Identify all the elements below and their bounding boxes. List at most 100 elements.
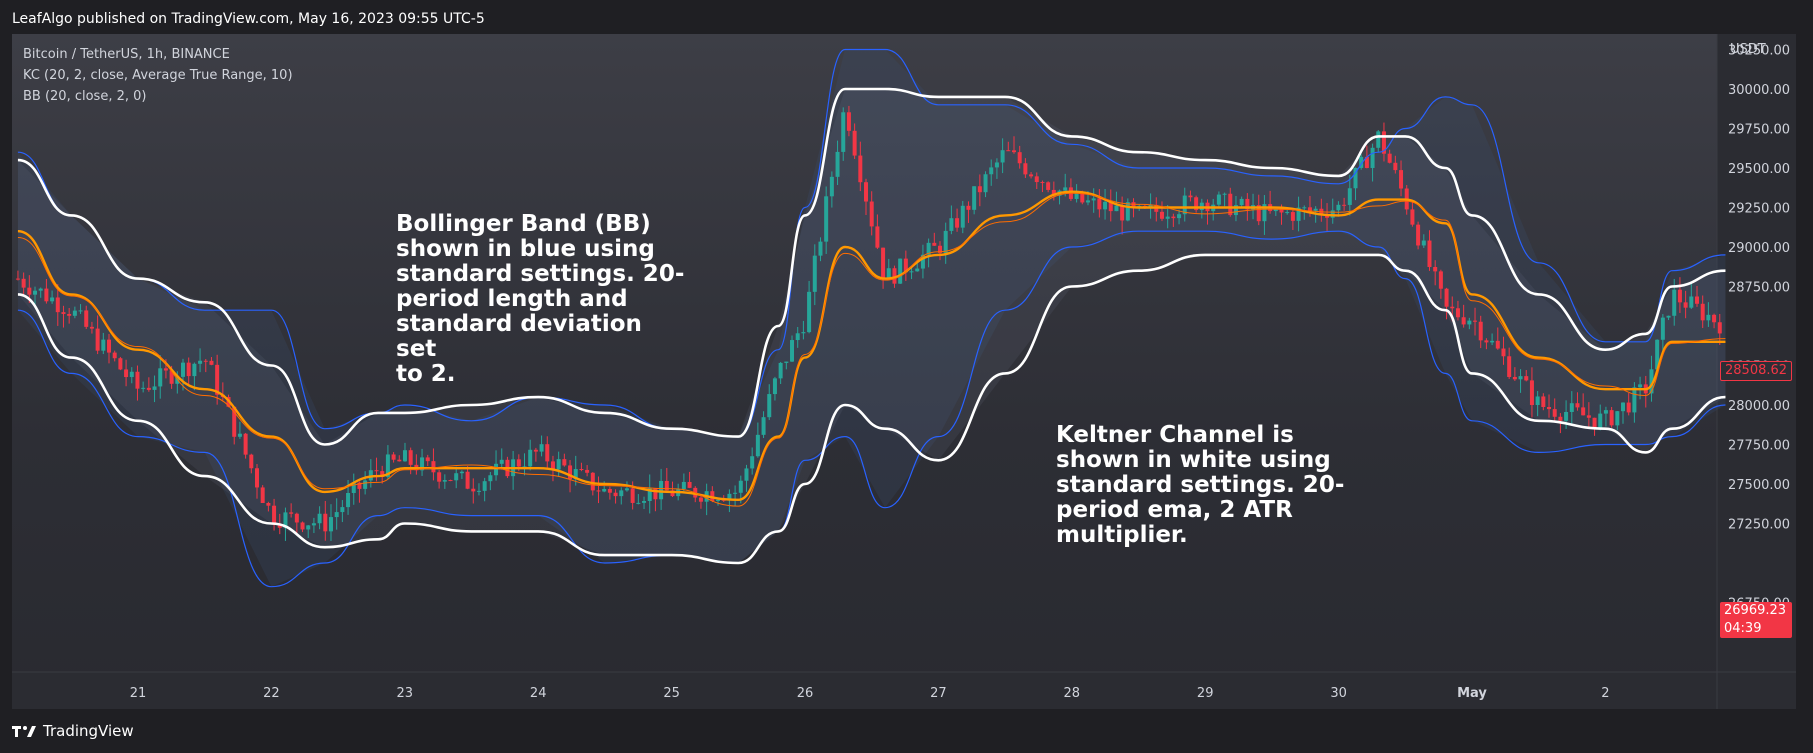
legend-kc-indicator[interactable]: KC (20, 2, close, Average True Range, 10… <box>23 68 293 83</box>
candle-body <box>437 472 442 482</box>
legend-symbol[interactable]: Bitcoin / TetherUS, 1h, BINANCE <box>23 47 230 62</box>
candle-body <box>1660 317 1665 340</box>
candle-body <box>562 459 567 466</box>
candle-body <box>613 492 618 497</box>
candle-body <box>340 507 345 513</box>
price-tick-label: 28000.00 <box>1728 399 1790 414</box>
candle-body <box>670 490 675 497</box>
candle-body <box>1416 224 1421 246</box>
candle-body <box>186 362 191 377</box>
candle-body <box>1034 176 1039 183</box>
candle-body <box>1706 314 1711 321</box>
candle-body <box>391 454 396 460</box>
candle-body <box>448 480 453 482</box>
candle-body <box>545 444 550 462</box>
candle-body <box>602 488 607 492</box>
candle-body <box>1000 150 1005 163</box>
candle-body <box>1353 167 1358 189</box>
candle-body <box>1575 403 1580 408</box>
candle-body <box>1165 216 1170 219</box>
candle-body <box>357 482 362 489</box>
candle-body <box>585 469 590 473</box>
candle-body <box>528 449 533 467</box>
candle-body <box>681 481 686 490</box>
price-tick-label: 29500.00 <box>1728 162 1790 177</box>
candle-body <box>431 461 436 473</box>
candle-body <box>738 480 743 493</box>
candle-body <box>1393 162 1398 171</box>
candle-body <box>624 488 629 491</box>
candle-body <box>915 268 920 272</box>
candle-body <box>721 499 726 501</box>
candle-body <box>482 481 487 491</box>
candle-body <box>858 155 863 183</box>
candle-body <box>1655 339 1660 370</box>
candle-body <box>175 376 180 384</box>
legend-bb-indicator[interactable]: BB (20, close, 2, 0) <box>23 89 147 104</box>
chart-pane[interactable] <box>12 34 1796 709</box>
price-tick-label: 29000.00 <box>1728 241 1790 256</box>
price-tick-label: 29250.00 <box>1728 202 1790 217</box>
candle-body <box>67 313 72 316</box>
price-tick-label: 30000.00 <box>1728 83 1790 98</box>
candle-body <box>84 310 89 327</box>
candle-body <box>938 245 943 253</box>
candle-body <box>1672 289 1677 316</box>
candle-body <box>1040 182 1045 184</box>
candle-body <box>124 369 129 378</box>
candle-body <box>346 492 351 508</box>
candle-body <box>1194 197 1199 211</box>
candle-body <box>129 371 134 378</box>
kc-upper-line <box>17 87 1726 446</box>
candle-body <box>1120 205 1125 221</box>
kc-lower-line <box>17 253 1726 565</box>
candle-body <box>1381 131 1386 154</box>
candle-body <box>818 241 823 256</box>
tradingview-brand[interactable]: TradingView <box>12 722 134 740</box>
time-tick-label: 26 <box>797 686 814 701</box>
price-axis-panel <box>1717 34 1796 672</box>
candle-body <box>852 130 857 156</box>
candle-body <box>300 522 305 530</box>
candle-body <box>1370 147 1375 168</box>
candle-body <box>755 434 760 457</box>
candle-body <box>272 505 277 525</box>
price-tick-label: 30250.00 <box>1728 44 1790 59</box>
candle-body <box>1427 240 1432 267</box>
time-axis-panel <box>12 672 1796 709</box>
candle-body <box>653 488 658 500</box>
candle-body <box>420 457 425 471</box>
candle-body <box>550 461 555 470</box>
candle-body <box>499 459 504 464</box>
candle-body <box>1046 182 1051 190</box>
candle-body <box>1689 296 1694 308</box>
time-tick-label: 29 <box>1197 686 1214 701</box>
time-tick-label: 25 <box>663 686 680 701</box>
candle-body <box>488 475 493 482</box>
time-tick-label: 23 <box>397 686 414 701</box>
candle-body <box>95 328 100 351</box>
candle-body <box>1609 410 1614 426</box>
candle-body <box>141 387 146 389</box>
candle-body <box>1507 356 1512 377</box>
candle-body <box>642 501 647 503</box>
time-tick-label: 30 <box>1330 686 1347 701</box>
candle-body <box>1228 193 1233 216</box>
candle-body <box>1222 193 1227 195</box>
candle-body <box>1638 384 1643 388</box>
candle-body <box>903 258 908 273</box>
candle-body <box>795 333 800 341</box>
candle-body <box>1273 209 1278 212</box>
candle-body <box>1307 207 1312 211</box>
candle-body <box>829 176 834 197</box>
price-axis-unit[interactable]: USDT <box>1730 42 1766 57</box>
candle-body <box>454 473 459 481</box>
candle-body <box>932 242 937 246</box>
candle-body <box>1547 407 1552 410</box>
candle-body <box>767 394 772 418</box>
candle-body <box>607 488 612 493</box>
candle-body <box>1017 152 1022 164</box>
candle-body <box>636 502 641 504</box>
candle-body <box>630 488 635 503</box>
